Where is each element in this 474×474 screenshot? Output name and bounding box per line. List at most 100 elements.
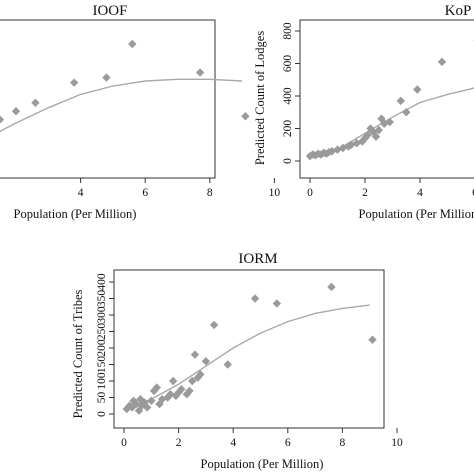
data-point <box>177 385 186 394</box>
y-tick-label: 400 <box>96 273 108 291</box>
data-point <box>368 335 377 344</box>
x-tick-label: 0 <box>121 437 127 449</box>
data-point <box>188 376 197 386</box>
y-tick-label: 0 <box>96 411 108 417</box>
data-point <box>31 98 40 107</box>
fit-line <box>123 304 370 410</box>
y-tick-label: 600 <box>282 55 294 73</box>
data-point <box>396 96 405 106</box>
x-tick-label: 8 <box>340 437 346 449</box>
data-point <box>371 132 381 141</box>
x-axis-label: Population (Per Million) <box>201 457 324 471</box>
plot-frame <box>299 19 474 179</box>
data-point <box>305 151 315 161</box>
data-point <box>185 386 194 396</box>
data-point <box>196 370 205 379</box>
x-tick-label: 2 <box>362 187 368 199</box>
data-point <box>363 130 372 140</box>
y-tick-label: 350 <box>96 290 108 308</box>
y-tick-label: 0 <box>282 158 294 164</box>
y-tick-label: 200 <box>282 120 294 138</box>
x-tick-label: 10 <box>269 187 281 199</box>
x-axis: 4 6 8 10 <box>78 178 281 199</box>
x-axis: 0 2 4 6 8 10 <box>121 428 403 449</box>
x-tick-label: 10 <box>391 437 403 449</box>
data-point <box>168 376 178 386</box>
y-tick-label: 200 <box>96 339 108 357</box>
chart-title: IOOF <box>92 3 127 19</box>
data-point <box>209 320 219 330</box>
data-point <box>385 117 394 127</box>
data-point <box>223 360 232 369</box>
data-point <box>69 78 79 87</box>
data-point <box>352 138 361 148</box>
fit-curve <box>123 304 370 410</box>
y-tick-label: 150 <box>96 356 108 374</box>
x-axis: 0 2 4 6 <box>307 178 474 199</box>
data-points <box>0 39 250 124</box>
x-tick-label: 4 <box>417 187 423 199</box>
data-point <box>374 125 383 135</box>
data-point <box>327 147 337 156</box>
x-tick-label: 8 <box>207 187 213 199</box>
y-axis-label: Predicted Count of Tribes <box>71 289 85 418</box>
x-axis-label: Population (Per Million) <box>359 207 474 221</box>
x-tick-label: 2 <box>176 437 182 449</box>
data-point <box>322 149 331 158</box>
data-point <box>250 294 260 303</box>
data-points <box>122 282 377 415</box>
data-point <box>11 107 21 116</box>
x-axis-label: Population (Per Million) <box>14 207 137 221</box>
data-point <box>195 68 205 77</box>
y-tick-label: 100 <box>96 372 108 390</box>
data-point <box>316 150 326 159</box>
data-point <box>369 127 378 136</box>
data-point <box>366 124 375 133</box>
x-tick-label: 4 <box>78 187 84 199</box>
fit-line <box>0 78 243 133</box>
y-tick-label: 250 <box>96 323 108 341</box>
data-point <box>413 85 422 94</box>
data-points <box>305 40 474 161</box>
y-tick-label: 400 <box>282 87 294 105</box>
data-point <box>190 350 200 359</box>
panel-kop: KoP 0 2 4 6 0 200 400 600 800 Population (Per M… <box>253 3 474 221</box>
data-point <box>128 39 137 49</box>
y-axis: 0 200 400 600 800 <box>282 22 300 164</box>
x-tick-label: 6 <box>472 187 474 199</box>
data-point <box>311 151 320 160</box>
plot-frame <box>113 269 385 429</box>
data-point <box>347 140 356 149</box>
data-point <box>327 282 336 292</box>
x-tick-label: 0 <box>307 187 313 199</box>
panel-ioof: IOOF 4 6 8 10 Population (Per Million) <box>0 3 280 221</box>
y-tick-label: 300 <box>96 306 108 324</box>
y-axis-label: Predicted Count of Lodges <box>253 31 267 165</box>
chart-title: KoP <box>445 3 472 19</box>
data-point <box>402 108 411 117</box>
data-point <box>143 403 152 412</box>
x-tick-label: 4 <box>230 437 236 449</box>
data-point <box>272 299 282 308</box>
x-tick-label: 6 <box>142 187 148 199</box>
data-point <box>147 396 156 405</box>
data-point <box>201 357 211 366</box>
data-point <box>102 73 111 82</box>
data-point <box>437 57 447 67</box>
data-point <box>152 383 161 392</box>
data-point <box>344 142 353 151</box>
data-point <box>333 145 342 154</box>
fit-curve <box>0 78 243 133</box>
data-point <box>0 115 5 124</box>
data-point <box>360 134 370 143</box>
y-tick-label: 800 <box>282 22 294 40</box>
x-tick-label: 6 <box>285 437 291 449</box>
data-point <box>358 137 367 146</box>
plot-frame <box>0 19 216 179</box>
data-point <box>338 143 348 153</box>
chart-title: IORM <box>238 251 277 267</box>
y-tick-label: 50 <box>96 392 108 404</box>
